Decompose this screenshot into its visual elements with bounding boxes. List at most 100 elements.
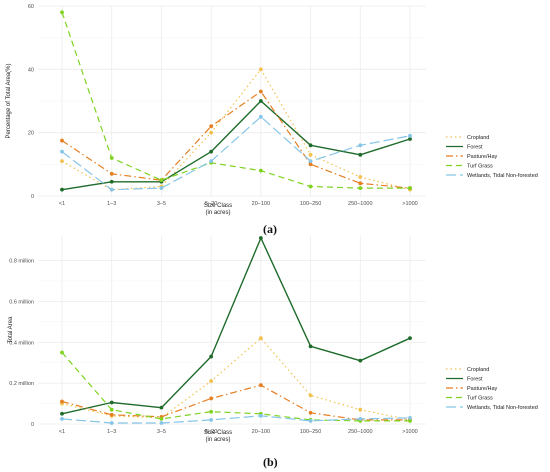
data-point <box>209 396 214 401</box>
data-point <box>60 149 64 154</box>
x-tick-label: 3–5 <box>157 429 166 435</box>
data-point <box>258 336 263 341</box>
x-tick-label: <1 <box>59 429 65 435</box>
data-point <box>109 421 114 425</box>
y-tick-label: 40 <box>28 67 34 73</box>
data-point <box>358 181 363 186</box>
series-line-cropland <box>61 337 411 421</box>
data-point <box>308 143 313 148</box>
data-point <box>209 354 214 359</box>
data-point <box>159 186 164 190</box>
data-point <box>358 416 363 421</box>
data-point <box>408 415 412 420</box>
data-point <box>60 10 64 15</box>
legend-label: Forest <box>467 145 483 151</box>
chart-b-plot: 0 0.2 million 0.4 million 0.6 million 0.8 mi… <box>8 236 538 443</box>
series-line-forest <box>61 100 411 191</box>
y-tick-label: 0.6 million <box>9 299 34 305</box>
data-point <box>258 114 263 119</box>
series-line-forest <box>61 237 411 415</box>
data-point <box>60 411 64 416</box>
data-point <box>159 405 164 410</box>
data-point <box>408 336 412 341</box>
x-axis-title: (in acres) <box>205 437 230 443</box>
data-point <box>159 421 164 425</box>
x-tick-label: 5–20 <box>205 201 217 207</box>
chart-a-plot: 0 20 40 60 <1 1–3 3–5 5–20 20–100 100–250 250–1000… <box>6 4 538 216</box>
data-point <box>209 124 214 129</box>
x-axis-title: (in acres) <box>205 210 230 216</box>
data-point <box>109 400 114 405</box>
data-point <box>209 409 214 414</box>
data-point <box>308 410 313 415</box>
data-point <box>308 162 313 167</box>
legend-label: Turf Grass <box>467 396 493 402</box>
data-point <box>60 159 64 164</box>
data-point <box>109 407 114 412</box>
data-point <box>258 236 263 240</box>
series-line-wetlands-tidal-non-forested <box>61 415 411 424</box>
data-point <box>408 186 412 190</box>
data-point <box>109 412 114 417</box>
y-axis-title: Percentage of Total Area(%) <box>6 64 12 139</box>
x-tick-label: 1–3 <box>107 201 116 207</box>
data-point <box>109 156 114 160</box>
data-point <box>109 187 114 192</box>
x-tick-label: >1000 <box>402 201 417 207</box>
y-tick-label: 0 <box>31 422 34 428</box>
data-point <box>109 171 114 176</box>
x-axis-title: Size Class <box>204 203 232 209</box>
y-tick-label: 20 <box>28 131 34 137</box>
legend-label: Cropland <box>467 135 489 141</box>
data-point <box>60 399 64 404</box>
caption-a: (a) <box>263 222 277 236</box>
x-tick-label: 20–100 <box>252 429 270 435</box>
y-tick-label: 0 <box>31 194 34 200</box>
series-line-wetlands-tidal-non-forested <box>61 116 411 191</box>
legend-label: Pasture/Hay <box>467 154 498 160</box>
series-line-pasture-hay <box>61 384 410 421</box>
series-line-cropland <box>61 68 411 191</box>
data-point <box>159 416 164 421</box>
x-tick-label: 250–1000 <box>348 201 372 207</box>
y-tick-label: 0.8 million <box>9 259 34 265</box>
legend-label: Wetlands, Tidal Non-forested <box>467 405 538 411</box>
x-tick-label: 100–250 <box>300 429 321 435</box>
data-point <box>209 149 214 154</box>
data-point <box>159 178 164 183</box>
data-point <box>358 186 363 190</box>
legend-label: Pasture/Hay <box>467 386 498 392</box>
data-point <box>408 133 412 138</box>
data-point <box>308 152 313 157</box>
x-tick-label: 20–100 <box>252 201 270 207</box>
data-point <box>358 152 363 157</box>
data-point <box>358 143 363 148</box>
y-tick-label: 0.2 million <box>9 381 34 387</box>
data-point <box>408 137 412 141</box>
data-point <box>258 67 263 72</box>
data-point <box>308 184 313 189</box>
data-point <box>258 168 263 173</box>
data-point <box>258 99 263 103</box>
data-point <box>209 379 214 383</box>
data-point <box>408 419 412 423</box>
data-point <box>60 187 64 192</box>
x-axis-title: Size Class <box>204 430 232 436</box>
legend-label: Cropland <box>467 367 489 373</box>
data-point <box>258 89 263 94</box>
data-point <box>258 413 263 418</box>
data-point <box>209 418 214 422</box>
data-point <box>308 344 313 349</box>
x-tick-label: 1–3 <box>107 429 116 435</box>
data-point <box>308 393 313 398</box>
series-line-turf-grass <box>61 352 410 422</box>
y-axis-title: Total Area <box>8 316 14 343</box>
plot-area <box>38 236 426 424</box>
y-tick-label: 60 <box>28 4 34 10</box>
data-point <box>308 159 313 164</box>
caption-b: (b) <box>263 455 278 469</box>
data-point <box>60 416 64 421</box>
data-point <box>109 179 114 184</box>
x-tick-label: 5–20 <box>205 429 217 435</box>
data-point <box>60 350 64 355</box>
